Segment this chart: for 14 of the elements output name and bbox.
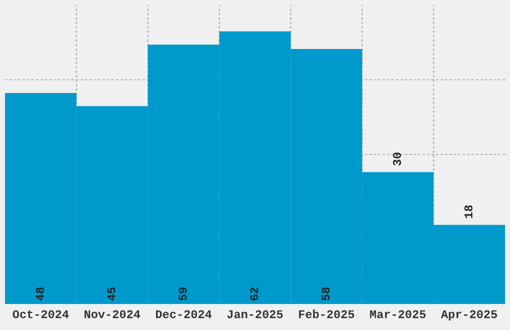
data-label: 58 (322, 287, 330, 300)
data-label: 18 (464, 205, 472, 218)
data-label: 62 (250, 288, 258, 300)
x-tick-label: Jan-2025 (227, 310, 283, 318)
data-label: 48 (36, 287, 44, 301)
data-label: 59 (178, 288, 187, 300)
data-label: 45 (107, 287, 116, 301)
x-tick-label: Feb-2025 (299, 310, 354, 318)
x-tick-label: Dec-2024 (156, 310, 212, 318)
x-tick-label: Mar-2025 (370, 310, 426, 318)
x-tick-label: Apr-2025 (440, 310, 498, 321)
data-label: 30 (393, 152, 402, 166)
x-tick-label: Oct-2024 (12, 310, 69, 318)
x-tick-label: Nov-2024 (84, 310, 140, 318)
